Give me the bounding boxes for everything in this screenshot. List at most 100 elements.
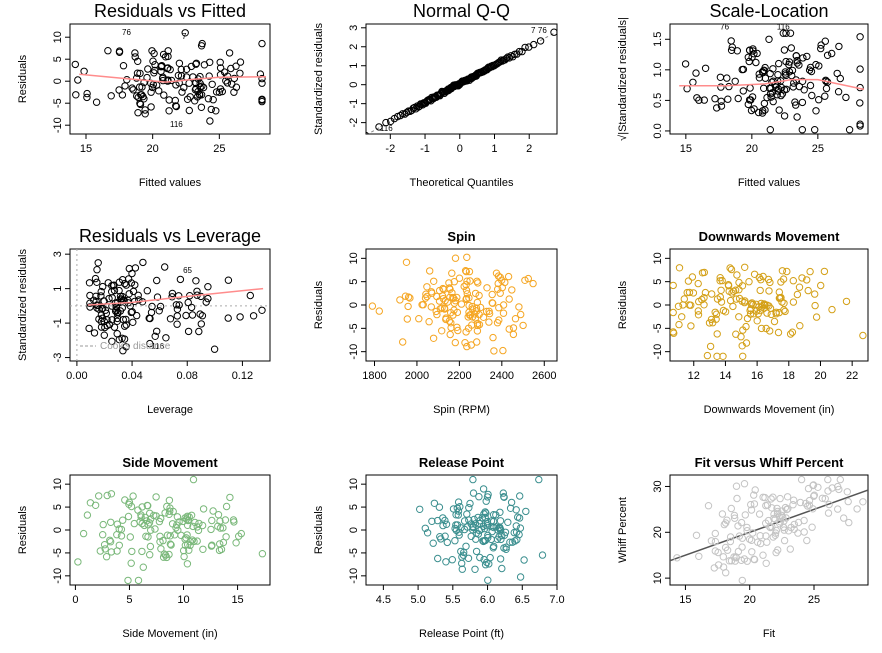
data-point: [730, 511, 739, 520]
data-point: [684, 277, 693, 285]
data-point: [840, 514, 848, 522]
data-point: [147, 103, 155, 111]
data-point: [719, 553, 727, 561]
data-point: [759, 107, 767, 115]
data-point: [104, 47, 112, 55]
data-point: [159, 50, 168, 59]
data-point: [461, 267, 470, 275]
data-point: [743, 523, 751, 532]
data-point: [692, 531, 701, 539]
data-point: [726, 264, 734, 272]
smooth-line: [87, 287, 264, 306]
data-point: [460, 282, 468, 291]
data-point: [793, 59, 801, 67]
data-point: [723, 74, 731, 82]
data-point: [210, 345, 219, 353]
data-point: [452, 526, 461, 535]
data-point: [85, 324, 93, 333]
data-point: [134, 93, 143, 102]
data-point: [721, 543, 730, 552]
data-point: [492, 511, 500, 519]
plot-6: Side Movement 0 5 10 15 -10 -5 0 5 10 Side Movemen…: [17, 455, 271, 640]
data-point: [204, 283, 212, 291]
data-point: [139, 563, 148, 571]
data-point: [798, 126, 806, 134]
data-point: [689, 78, 697, 87]
data-point: [124, 275, 133, 283]
data-point: [157, 62, 166, 70]
y-tick-label: -1: [348, 99, 360, 109]
data-point: [175, 292, 183, 300]
data-point: [186, 93, 194, 101]
data-point: [113, 547, 121, 555]
data-point: [811, 301, 819, 310]
data-point: [724, 95, 732, 103]
x-tick-label: 25: [812, 143, 824, 155]
data-point: [469, 475, 477, 484]
x-tick-label: 2200: [447, 370, 471, 382]
plot-title: Downwards Movement: [699, 229, 841, 244]
data-point: [747, 500, 755, 509]
data-point: [218, 87, 227, 96]
data-point: [183, 95, 192, 104]
data-point: [209, 96, 217, 104]
data-point: [781, 68, 789, 76]
data-point: [536, 37, 545, 45]
data-point: [484, 533, 492, 542]
data-point: [205, 72, 213, 80]
data-point: [429, 334, 438, 342]
data-point: [93, 266, 101, 274]
data-point: [836, 475, 844, 484]
data-point: [86, 499, 95, 507]
data-point: [173, 320, 181, 328]
data-point: [735, 286, 743, 294]
data-point: [521, 276, 529, 284]
data-point: [786, 330, 795, 338]
data-point: [197, 292, 205, 301]
data-point: [780, 46, 789, 54]
data-point: [208, 80, 216, 89]
data-point: [466, 499, 474, 508]
data-point: [382, 118, 390, 127]
data-point: [734, 94, 742, 103]
data-point: [520, 556, 528, 564]
data-point: [695, 96, 703, 104]
data-point: [741, 511, 749, 519]
data-point: [524, 274, 532, 283]
x-tick-label: 1800: [362, 370, 386, 382]
data-point: [815, 96, 823, 104]
data-point: [681, 60, 690, 68]
data-point: [522, 507, 530, 516]
data-point: [139, 258, 147, 267]
data-point: [740, 555, 749, 563]
data-point: [100, 331, 109, 339]
data-point: [423, 529, 432, 537]
data-point: [71, 60, 80, 69]
data-point: [471, 565, 479, 573]
data-point: [835, 485, 843, 494]
y-tick-label: -5: [348, 548, 360, 558]
data-point: [741, 263, 749, 271]
data-point: [126, 533, 135, 541]
data-point: [688, 273, 697, 281]
data-point: [807, 67, 816, 76]
data-point: [107, 518, 115, 526]
data-point: [700, 96, 708, 104]
data-point: [141, 110, 149, 118]
data-point: [184, 516, 193, 524]
data-point: [160, 91, 168, 99]
data-point: [127, 559, 135, 567]
data-point: [749, 300, 757, 309]
data-point: [246, 291, 255, 300]
data-point: [181, 541, 190, 549]
data-point: [500, 493, 508, 501]
data-point: [834, 88, 843, 96]
y-tick-label: 5: [52, 504, 64, 510]
data-point: [496, 517, 505, 525]
data-point: [692, 69, 700, 77]
data-point: [168, 520, 177, 528]
data-point: [731, 557, 739, 565]
data-point: [670, 329, 678, 337]
data-point: [794, 518, 803, 527]
data-point: [721, 308, 730, 316]
